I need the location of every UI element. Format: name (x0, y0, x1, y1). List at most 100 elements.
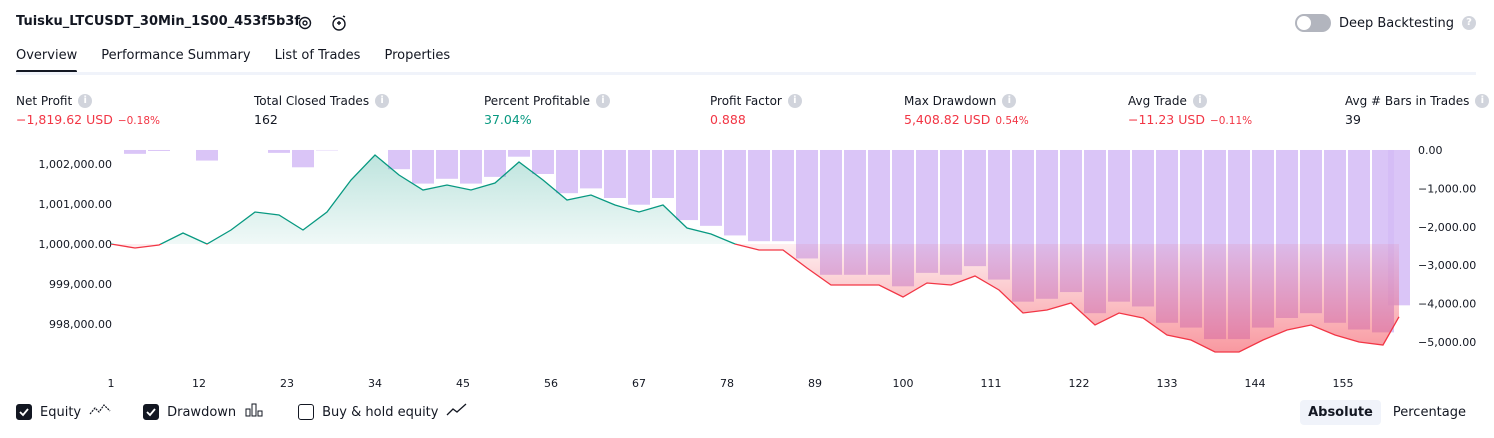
legend-item[interactable]: Drawdown (143, 403, 266, 421)
legend-icon (244, 403, 266, 421)
x-tick-label: 12 (192, 377, 206, 390)
stat-value-row: 37.04% (484, 112, 610, 127)
drawdown-bar (916, 149, 938, 273)
checkbox[interactable] (143, 404, 160, 420)
strategy-title: Tuisku_LTCUSDT_30Min_1S00_453f5b3f (16, 14, 300, 29)
drawdown-bar (412, 149, 434, 184)
checkbox[interactable] (16, 404, 32, 420)
drawdown-bar (460, 149, 482, 184)
info-icon[interactable]: i (375, 94, 390, 108)
stat-label: Percent Profitable (484, 94, 590, 108)
stat: Avg Trade i −11.23 USD −0.11% (1128, 94, 1252, 127)
stat-value: 0.888 (710, 112, 746, 127)
drawdown-bar (196, 149, 218, 161)
stat: Profit Factor i 0.888 (710, 94, 802, 127)
stat-change: −0.18% (117, 115, 160, 127)
drawdown-bar (508, 149, 530, 157)
x-tick-label: 45 (456, 377, 470, 390)
check-mark (146, 408, 156, 417)
equity-line (110, 154, 1400, 353)
x-tick-label: 1 (108, 377, 115, 390)
legend-icon (89, 403, 111, 421)
stat-label-row: Max Drawdown i (904, 94, 1029, 108)
y2-tick-label: 0.00 (1418, 144, 1443, 157)
stat-label: Max Drawdown (904, 94, 997, 108)
stat: Max Drawdown i 5,408.82 USD 0.54% (904, 94, 1029, 127)
drawdown-bar (604, 149, 626, 198)
x-tick-label: 78 (720, 377, 734, 390)
stat-label: Avg # Bars in Trades (1345, 94, 1470, 108)
drawdown-bar (964, 149, 986, 267)
tab[interactable]: Overview (16, 48, 78, 73)
stat-label-row: Avg Trade i (1128, 94, 1252, 108)
toggle-switch[interactable] (1294, 14, 1331, 32)
check-mark (19, 408, 29, 417)
tab-divider (16, 72, 1476, 75)
drawdown-bar (580, 149, 602, 189)
stat-label: Profit Factor (710, 94, 782, 108)
stat-value-row: 5,408.82 USD 0.54% (904, 112, 1029, 127)
stat-value-row: 162 (254, 112, 389, 127)
info-icon[interactable]: i (787, 94, 802, 108)
y-tick-label: 999,000.00 (49, 278, 112, 291)
stat-value: 37.04% (484, 112, 532, 127)
tab[interactable]: Properties (384, 48, 451, 63)
stat-value: 162 (254, 112, 278, 127)
stat-label-row: Percent Profitable i (484, 94, 610, 108)
stat-value-row: 39 (1345, 112, 1489, 127)
scale-modes: Absolute Percentage (1300, 400, 1474, 425)
info-icon[interactable]: i (1475, 94, 1490, 108)
stat-label: Avg Trade (1128, 94, 1187, 108)
legend-item[interactable]: Equity (16, 403, 111, 421)
stat-value: 5,408.82 USD (904, 112, 991, 127)
x-tick-label: 155 (1333, 377, 1354, 390)
stat-value-row: 0.888 (710, 112, 802, 127)
stat: Net Profit i −1,819.62 USD −0.18% (16, 94, 160, 127)
help-icon[interactable]: ? (1462, 16, 1476, 30)
tab[interactable]: Performance Summary (101, 48, 251, 63)
drawdown-bar (124, 149, 146, 154)
drawdown-bar (148, 149, 170, 151)
stat: Total Closed Trades i 162 (254, 94, 390, 127)
x-tick-label: 100 (893, 377, 914, 390)
legend: Equity Drawdown Buy & hold equity (16, 403, 468, 421)
legend-label: Drawdown (167, 404, 237, 420)
checkbox[interactable] (298, 404, 315, 420)
legend-item[interactable]: Buy & hold equity (298, 403, 468, 421)
y-tick-label: 1,001,000.00 (39, 198, 112, 211)
info-icon[interactable]: i (595, 94, 610, 108)
x-tick-label: 144 (1245, 377, 1266, 390)
info-icon[interactable]: i (1002, 94, 1017, 108)
x-tick-label: 23 (280, 377, 294, 390)
stat-change: 0.54% (995, 115, 1029, 127)
scale-mode-button[interactable]: Absolute (1300, 400, 1381, 425)
stat-change: −0.11% (1209, 115, 1253, 127)
drawdown-bar (844, 149, 866, 275)
drawdown-bar (532, 149, 554, 174)
info-icon[interactable]: i (78, 94, 93, 108)
x-tick-label: 111 (981, 377, 1002, 390)
x-tick-label: 122 (1069, 377, 1090, 390)
settings-icon[interactable] (296, 14, 314, 32)
y2-tick-label: −4,000.00 (1418, 298, 1476, 311)
legend-label: Buy & hold equity (322, 404, 439, 420)
scale-mode-button[interactable]: Percentage (1392, 405, 1466, 420)
tab[interactable]: List of Trades (274, 48, 361, 63)
x-tick-label: 133 (1157, 377, 1178, 390)
tab-bar: Overview Performance Summary List of Trade… (16, 48, 451, 73)
info-icon[interactable]: i (1192, 94, 1207, 108)
stat-value: −1,819.62 USD (16, 112, 113, 127)
y2-tick-label: −5,000.00 (1418, 336, 1476, 349)
alert-icon[interactable] (330, 14, 348, 32)
drawdown-bar (940, 149, 962, 275)
y-tick-label: 1,002,000.00 (39, 158, 112, 171)
stat-label: Net Profit (16, 94, 73, 108)
drawdown-bar (436, 149, 458, 179)
drawdown-bar (676, 149, 698, 221)
drawdown-bar (292, 149, 314, 168)
drawdown-bar (700, 149, 722, 226)
stat-value: 39 (1345, 112, 1361, 127)
x-tick-label: 67 (632, 377, 646, 390)
